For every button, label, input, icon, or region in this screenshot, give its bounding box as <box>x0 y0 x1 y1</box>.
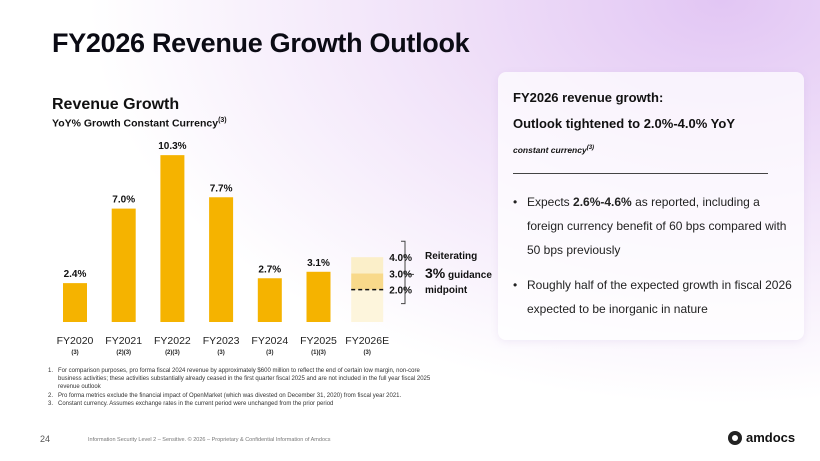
bar-fy2023 <box>209 197 234 322</box>
bar-fy2022 <box>160 155 185 322</box>
bullet-dot-icon: • <box>513 278 518 292</box>
footnote-text: Constant currency. Assumes exchange rate… <box>58 400 334 407</box>
bar-value-label: 7.0% <box>112 195 135 206</box>
bar-value-label: 3.1% <box>307 258 330 269</box>
annotation-big-number: 3% <box>425 265 446 281</box>
bullet2-text: Roughly half of the expected growth in f… <box>527 278 792 316</box>
footnote-text: For comparison purposes, pro forma fisca… <box>58 368 431 391</box>
panel-currency-note: constant currency(3) <box>513 145 594 155</box>
guidance-high-label: 4.0% <box>389 253 412 264</box>
classification-notice: Information Security Level 2 – Sensitive… <box>88 437 331 443</box>
chart-subtitle-text: YoY% Growth Constant Currency <box>52 117 219 130</box>
x-tick-label: FY2022 <box>154 335 191 347</box>
footnotes: 1. For comparison purposes, pro forma fis… <box>48 367 438 408</box>
guidance-base <box>351 289 384 322</box>
footnote-number: 1. <box>48 368 54 374</box>
guidance-mid-label: 3.0% <box>389 269 412 280</box>
guidance-bracket <box>401 240 406 305</box>
annotation-line3: midpoint <box>425 285 468 296</box>
x-tick-label: FY2026E <box>345 335 389 347</box>
amdocs-logo: amdocs <box>728 430 795 445</box>
bullet1-pre: Expects <box>527 195 574 209</box>
x-tick-note: (3) <box>71 350 78 356</box>
bar-fy2021 <box>111 208 136 322</box>
panel-outlook: Outlook tightened to 2.0%-4.0% YoY <box>513 116 735 131</box>
amdocs-logo-icon <box>728 430 742 445</box>
footnote-text: Pro forma metrics exclude the financial … <box>58 392 402 399</box>
x-tick-note: (3) <box>364 350 371 356</box>
footnote-number: 2. <box>48 392 54 399</box>
x-tick-label: FY2021 <box>105 335 142 347</box>
bar-value-label: 2.4% <box>64 269 87 280</box>
annotation-guidance-word: guidance <box>445 270 492 281</box>
footnote-1: 1. For comparison purposes, pro forma fis… <box>48 367 438 392</box>
bar-value-label: 7.7% <box>210 183 233 194</box>
x-tick-note: (2)(3) <box>116 350 131 356</box>
x-tick-note: (2)(3) <box>165 350 180 356</box>
bar-value-label: 2.7% <box>258 264 281 275</box>
footnote-number: 3. <box>48 400 54 407</box>
panel-currency-sup: (3) <box>586 145 595 152</box>
guidance-upper-band <box>351 257 384 274</box>
annotation-line1: Reiterating <box>425 251 477 262</box>
bullet-text: Expects 2.6%-4.6% as reported, including… <box>527 190 793 262</box>
page-number: 24 <box>40 434 51 444</box>
bullet1-post: as reported, including a foreign currenc… <box>527 195 787 257</box>
logo-text: amdocs <box>746 430 796 445</box>
footnote-3: 3. Constant currency. Assumes exchange ra… <box>48 400 438 408</box>
panel-currency-text: constant currency <box>513 145 587 155</box>
chart-title: Revenue Growth <box>52 96 180 113</box>
bullet-reported-growth: • Expects 2.6%-4.6% as reported, includi… <box>513 190 793 262</box>
bullet-dot-icon: • <box>513 195 518 209</box>
bar-value-label: 10.3% <box>158 141 186 152</box>
x-tick-note: (3) <box>266 350 273 356</box>
bar-fy2024 <box>257 278 282 322</box>
x-tick-label: FY2024 <box>251 335 288 347</box>
annotation-line2: 3% guidance <box>425 265 492 281</box>
guidance-low-label: 2.0% <box>389 286 412 297</box>
x-tick-label: FY2020 <box>57 335 94 347</box>
page-title: FY2026 Revenue Growth Outlook <box>52 28 470 58</box>
outlook-panel <box>498 72 804 340</box>
x-tick-label: FY2025 <box>300 335 337 347</box>
x-tick-label: FY2023 <box>203 335 240 347</box>
bar-fy2020 <box>63 283 87 322</box>
bullet1-bold: 2.6%-4.6% <box>573 195 632 209</box>
x-tick-note: (1)(3) <box>311 350 326 356</box>
panel-divider <box>513 173 768 174</box>
guidance-lower-band <box>351 273 384 290</box>
chart-subtitle-note: (3) <box>218 117 227 124</box>
x-tick-note: (3) <box>217 350 224 356</box>
panel-heading: FY2026 revenue growth: <box>513 90 664 105</box>
bullet-inorganic-growth: • Roughly half of the expected growth in… <box>513 273 793 321</box>
chart-subtitle: YoY% Growth Constant Currency(3) <box>52 117 227 130</box>
bar-fy2025 <box>306 271 331 322</box>
footnote-2: 2. Pro forma metrics exclude the financia… <box>48 392 438 400</box>
